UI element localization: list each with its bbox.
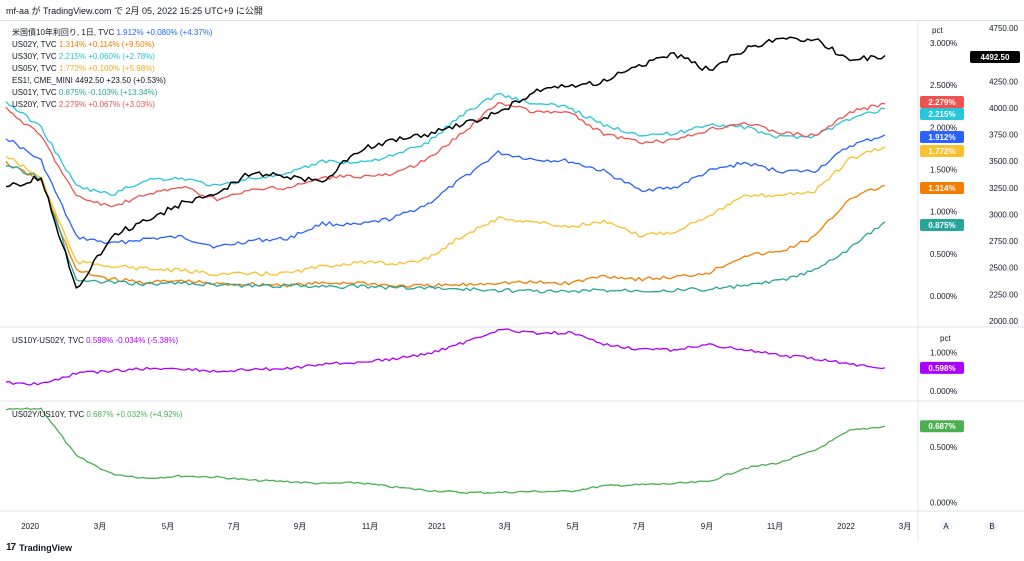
time-axis-tick-label: 11月 (767, 522, 783, 531)
pane2-unit-label: pct (940, 334, 951, 343)
left-axis-tick-label: 1.000% (930, 208, 957, 217)
series-line-us10y[interactable] (5, 134, 886, 249)
axis-button-a-label: A (943, 522, 949, 531)
left-axis-tick-label: 0.500% (930, 250, 957, 259)
pane2-tick-label: 1.000% (930, 348, 957, 357)
right-axis-tick-label: 3250.00 (989, 184, 1018, 193)
time-axis-tick-label: 2022 (837, 522, 855, 531)
time-axis-tick-label: 7月 (228, 522, 240, 531)
brand-label: TradingView (19, 542, 72, 553)
legend-panel-2: US10Y-US02Y, TVC 0.598% -0.034% (-5.38%) (12, 335, 178, 347)
series-us02y-badge-label: 1.314% (928, 184, 955, 193)
right-axis-tick-label: 2000.00 (989, 317, 1018, 326)
series-line-us01y[interactable] (5, 165, 886, 294)
time-axis-tick-label: 5月 (567, 522, 579, 531)
left-axis-tick-label: 2.000% (930, 123, 957, 132)
time-axis-tick-label: 2020 (21, 522, 39, 531)
series-line-us02y[interactable] (5, 160, 886, 289)
legend-row-spread2[interactable]: US02Y/US10Y, TVC 0.687% +0.032% (+4.92%) (12, 410, 183, 419)
left-axis-tick-label: 1.500% (930, 166, 957, 175)
series-us10y-badge-label: 1.912% (928, 133, 955, 142)
legend-row-us05y[interactable]: US05Y, TVC 1.772% +0.100% (+5.98%) (12, 64, 155, 73)
time-axis-tick-label: 9月 (294, 522, 306, 531)
legend-panel-3: US02Y/US10Y, TVC 0.687% +0.032% (+4.92%) (12, 409, 183, 421)
series-spread1-badge (920, 361, 964, 374)
time-axis-tick-label: 9月 (701, 522, 713, 531)
pane1-unit-label: pct (932, 26, 943, 35)
pane2-tick-label: 0.000% (930, 387, 957, 396)
right-axis-tick-label: 4000.00 (989, 104, 1018, 113)
legend-row-spread1[interactable]: US10Y-US02Y, TVC 0.598% -0.034% (-5.38%) (12, 336, 179, 345)
series-us05y-badge-label: 1.772% (928, 147, 955, 156)
series-line-spread2[interactable] (5, 407, 886, 495)
series-us02y-badge (920, 182, 964, 194)
left-axis-tick-label: 0.000% (930, 292, 957, 301)
time-axis-tick-label: 7月 (633, 522, 645, 531)
series-us20y-badge-label: 2.279% (928, 98, 955, 107)
legend-row-es1[interactable]: ES1!, CME_MINI 4492.50 +23.50 (+0.53%) (12, 76, 166, 85)
tradingview-logo-icon: 17 (6, 542, 16, 553)
legend-row-us01y[interactable]: US01Y, TVC 0.875% -0.103% (+13.34%) (12, 88, 158, 97)
time-axis-tick-label: 11月 (362, 522, 378, 531)
legend-row-us10y[interactable]: 米国債10年利回り, 1日, TVC 1.912% +0.080% (+4.37… (12, 28, 213, 37)
series-line-es1[interactable] (5, 36, 886, 289)
es1-badge-label: 4492.50 (981, 53, 1010, 62)
time-axis-tick-label: 3月 (899, 522, 911, 531)
time-axis-tick-label: 2021 (428, 522, 446, 531)
series-us10y-badge (920, 131, 964, 143)
right-axis-tick-label: 2750.00 (989, 237, 1018, 246)
series-us05y-badge (920, 145, 964, 157)
pane3-tick-label: 0.500% (930, 443, 957, 452)
series-line-us05y[interactable] (5, 146, 886, 277)
series-line-us30y[interactable] (5, 92, 886, 197)
right-axis-tick-label: 4250.00 (989, 77, 1018, 86)
series-line-us20y[interactable] (5, 102, 886, 208)
tradingview-branding[interactable]: 17 TradingView (6, 542, 72, 553)
axis-button-b-label: B (989, 522, 994, 531)
series-us01y-badge-label: 0.875% (928, 221, 955, 230)
time-axis-tick-label: 3月 (499, 522, 511, 531)
time-axis-tick-label: 3月 (94, 522, 106, 531)
chart-canvas[interactable]: pct 3.000% 2.500% 2.000% 1.500% 1.000% 0.500% 0… (0, 21, 1024, 542)
right-axis-tick-label: 3000.00 (989, 210, 1018, 219)
series-spread2-badge-label: 0.687% (928, 422, 955, 431)
right-axis-tick-label: 2250.00 (989, 290, 1018, 299)
series-line-spread1[interactable] (5, 328, 886, 386)
series-us30y-badge (920, 108, 964, 120)
series-spread1-badge-label: 0.598% (928, 364, 955, 373)
chart-area[interactable]: pct 3.000% 2.500% 2.000% 1.500% 1.000% 0.500% 0… (0, 20, 1024, 542)
right-axis-tick-label: 2500.00 (989, 264, 1018, 273)
legend-row-us30y[interactable]: US30Y, TVC 2.215% +0.060% (+2.78%) (12, 52, 155, 61)
es1-badge (970, 51, 1020, 63)
right-axis-tick-label: 3500.00 (989, 157, 1018, 166)
legend-row-us02y[interactable]: US02Y, TVC 1.314% +0.114% (+9.50%) (12, 40, 155, 49)
series-us30y-badge-label: 2.215% (928, 110, 955, 119)
left-axis-tick-label: 2.500% (930, 81, 957, 90)
legend-row-us20y[interactable]: US20Y, TVC 2.279% +0.067% (+3.03%) (12, 100, 155, 109)
series-spread2-badge (920, 420, 964, 433)
axis-button-a[interactable] (940, 520, 952, 532)
series-us01y-badge (920, 219, 964, 231)
axis-button-b[interactable] (986, 520, 998, 532)
chart-attribution: mf-aa が TradingView.com で 2月 05, 2022 15… (6, 6, 263, 16)
right-axis-tick-label: 4750.00 (989, 24, 1018, 33)
pane3-tick-label: 0.000% (930, 498, 957, 507)
legend-panel-1: 米国債10年利回り, 1日, TVC 1.912% +0.080% (+4.37… (12, 27, 213, 111)
left-axis-tick-label: 3.000% (930, 39, 957, 48)
time-axis-tick-label: 5月 (162, 522, 174, 531)
right-axis-tick-label: 3750.00 (989, 131, 1018, 140)
series-us20y-badge (920, 96, 964, 108)
